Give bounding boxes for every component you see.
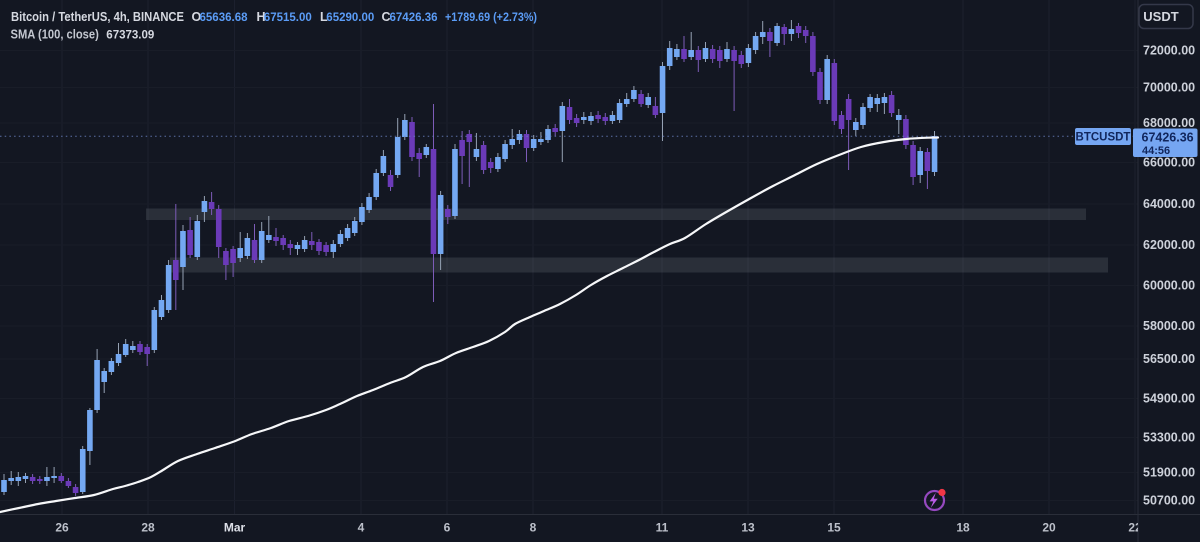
svg-text:SMA (100, close): SMA (100, close) [11,28,99,42]
svg-text:67373.09: 67373.09 [106,28,154,42]
svg-text:4: 4 [358,521,365,535]
svg-text:18: 18 [956,521,970,535]
svg-text:64000.00: 64000.00 [1143,197,1195,211]
svg-text:72000.00: 72000.00 [1143,44,1195,58]
svg-text:26: 26 [55,521,69,535]
svg-text:8: 8 [530,521,537,535]
svg-text:6: 6 [444,521,451,535]
svg-text:67515.00: 67515.00 [264,10,312,24]
svg-text:+1789.69 (+2.73%): +1789.69 (+2.73%) [445,10,537,24]
svg-text:11: 11 [656,521,669,535]
svg-text:44:56: 44:56 [1142,145,1170,157]
svg-text:BTCUSDT: BTCUSDT [1076,132,1131,144]
svg-text:62000.00: 62000.00 [1143,238,1195,252]
svg-text:L: L [320,10,328,24]
svg-text:28: 28 [141,521,155,535]
svg-text:65636.68: 65636.68 [200,10,248,24]
svg-text:20: 20 [1042,521,1056,535]
svg-text:22: 22 [1128,521,1142,535]
svg-text:67426.36: 67426.36 [1142,131,1194,145]
svg-text:58000.00: 58000.00 [1143,319,1195,333]
svg-text:50700.00: 50700.00 [1143,494,1195,508]
svg-text:13: 13 [741,521,755,535]
svg-text:Bitcoin / TetherUS, 4h, BINANC: Bitcoin / TetherUS, 4h, BINANCE [11,10,184,24]
svg-text:65290.00: 65290.00 [326,10,374,24]
svg-text:70000.00: 70000.00 [1143,81,1195,95]
svg-text:56500.00: 56500.00 [1143,352,1195,366]
svg-text:53300.00: 53300.00 [1143,431,1195,445]
svg-text:67426.36: 67426.36 [390,10,438,24]
svg-text:51900.00: 51900.00 [1143,466,1195,480]
svg-text:USDT: USDT [1143,9,1178,24]
svg-text:O: O [192,10,202,24]
svg-text:H: H [257,10,266,24]
svg-text:54900.00: 54900.00 [1143,392,1195,406]
svg-text:60000.00: 60000.00 [1143,279,1195,293]
svg-text:C: C [382,10,391,24]
svg-text:Mar: Mar [224,521,246,535]
svg-text:15: 15 [827,521,841,535]
svg-text:66000.00: 66000.00 [1143,156,1195,170]
svg-text:68000.00: 68000.00 [1143,116,1195,130]
